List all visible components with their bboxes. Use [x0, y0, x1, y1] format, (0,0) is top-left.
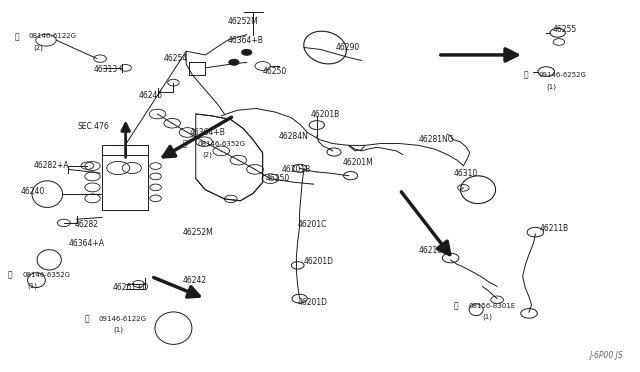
Text: Ⓑ: Ⓑ	[84, 314, 89, 323]
Text: 46250: 46250	[266, 174, 290, 183]
Text: 46310: 46310	[454, 169, 478, 177]
Text: 46245: 46245	[138, 91, 163, 100]
Text: 46201M: 46201M	[342, 157, 373, 167]
Text: 46242: 46242	[183, 276, 207, 285]
Text: 08146-6352G: 08146-6352G	[198, 141, 246, 147]
Text: 46201D: 46201D	[304, 257, 334, 266]
Text: 46261+D: 46261+D	[113, 283, 149, 292]
Text: 09146-6122G: 09146-6122G	[99, 316, 147, 322]
Text: 46210: 46210	[419, 246, 443, 255]
Text: Ⓑ: Ⓑ	[183, 139, 188, 148]
Text: J-6P00 JS: J-6P00 JS	[589, 350, 623, 359]
Text: 46250: 46250	[262, 67, 287, 76]
Text: 46255: 46255	[552, 25, 577, 33]
Text: 46240: 46240	[20, 187, 45, 196]
Text: 46284N: 46284N	[278, 132, 308, 141]
Text: Ⓑ: Ⓑ	[454, 301, 458, 311]
Text: 46364+A: 46364+A	[68, 239, 104, 248]
Text: 46201B: 46201B	[310, 109, 340, 119]
Text: 46201B: 46201B	[282, 165, 311, 174]
Text: 46201C: 46201C	[298, 220, 327, 229]
Text: (2): (2)	[33, 44, 43, 51]
Text: 46364+B: 46364+B	[228, 36, 264, 45]
Text: 46252M: 46252M	[228, 17, 259, 26]
Circle shape	[242, 49, 252, 55]
Text: (1): (1)	[546, 83, 556, 90]
Text: 46313: 46313	[94, 65, 118, 74]
Text: 46282: 46282	[75, 220, 99, 229]
Text: Ⓑ: Ⓑ	[8, 270, 12, 279]
Text: 46281NG: 46281NG	[419, 135, 454, 144]
Text: 46364+B: 46364+B	[189, 128, 225, 137]
Text: 08156-8301E: 08156-8301E	[468, 303, 516, 309]
Text: 08146-6352G: 08146-6352G	[22, 272, 70, 278]
Text: (1): (1)	[113, 327, 123, 333]
Text: Ⓢ: Ⓢ	[524, 71, 529, 80]
Text: 46254: 46254	[164, 54, 188, 63]
Text: 46201D: 46201D	[298, 298, 328, 307]
Text: SEC.476: SEC.476	[78, 122, 109, 131]
Text: 46211B: 46211B	[540, 224, 569, 233]
Text: Ⓑ: Ⓑ	[14, 32, 19, 41]
Text: 46290: 46290	[336, 43, 360, 52]
Text: 46282+A: 46282+A	[33, 161, 69, 170]
Circle shape	[229, 60, 239, 65]
Text: 08146-6122G: 08146-6122G	[29, 33, 77, 39]
Text: (1): (1)	[483, 314, 493, 320]
Text: 46252M: 46252M	[183, 228, 214, 237]
Text: 09146-6252G: 09146-6252G	[539, 72, 586, 78]
Text: (1): (1)	[27, 282, 37, 289]
Text: (2): (2)	[202, 151, 212, 158]
